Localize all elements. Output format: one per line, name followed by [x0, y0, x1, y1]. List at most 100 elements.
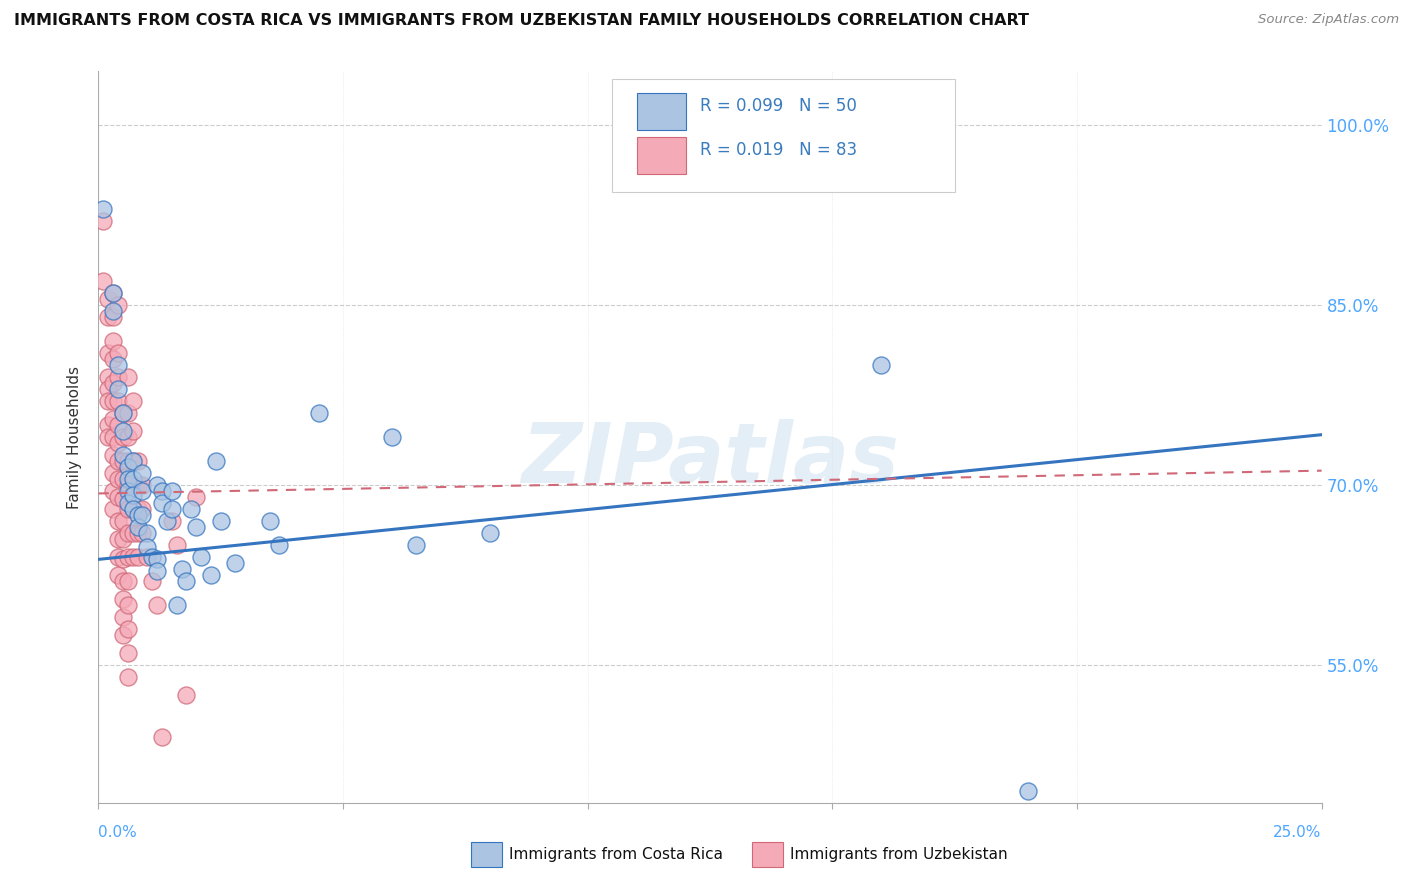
Point — [259, 514, 281, 528]
Point — [107, 514, 129, 528]
Point — [146, 552, 169, 566]
Point — [131, 502, 153, 516]
Point — [117, 472, 139, 486]
Point — [97, 346, 120, 360]
Point — [121, 454, 143, 468]
Point — [111, 591, 134, 606]
Text: R = 0.099   N = 50: R = 0.099 N = 50 — [700, 96, 858, 115]
Point — [117, 460, 139, 475]
Point — [131, 508, 153, 522]
Point — [101, 352, 124, 367]
Point — [870, 358, 893, 372]
Point — [121, 394, 143, 409]
Point — [101, 286, 124, 301]
Point — [111, 574, 134, 588]
Point — [107, 436, 129, 450]
Point — [107, 490, 129, 504]
Point — [180, 502, 202, 516]
Point — [131, 466, 153, 480]
Point — [186, 520, 208, 534]
Point — [107, 454, 129, 468]
Point — [136, 549, 159, 564]
Point — [121, 454, 143, 468]
Point — [127, 478, 149, 492]
Point — [127, 508, 149, 522]
Point — [91, 202, 114, 217]
Point — [121, 472, 143, 486]
Point — [101, 502, 124, 516]
Point — [170, 562, 193, 576]
Point — [97, 370, 120, 384]
Text: 0.0%: 0.0% — [98, 825, 138, 840]
Point — [101, 334, 124, 348]
Point — [117, 598, 139, 612]
Point — [131, 478, 153, 492]
Point — [101, 394, 124, 409]
Text: ZIPatlas: ZIPatlas — [522, 418, 898, 500]
Point — [141, 574, 163, 588]
Point — [121, 478, 143, 492]
Point — [111, 532, 134, 546]
Text: R = 0.019   N = 83: R = 0.019 N = 83 — [700, 141, 858, 159]
Text: 25.0%: 25.0% — [1274, 825, 1322, 840]
Point — [91, 274, 114, 288]
Point — [117, 646, 139, 660]
Point — [97, 382, 120, 396]
Point — [176, 688, 198, 702]
FancyBboxPatch shape — [637, 137, 686, 174]
FancyBboxPatch shape — [612, 78, 955, 192]
Point — [127, 454, 149, 468]
Point — [97, 418, 120, 433]
Point — [127, 520, 149, 534]
Point — [107, 358, 129, 372]
Point — [160, 483, 183, 498]
Point — [111, 448, 134, 462]
Point — [200, 568, 222, 582]
Point — [117, 526, 139, 541]
Point — [405, 538, 427, 552]
Point — [117, 549, 139, 564]
Point — [117, 483, 139, 498]
Point — [117, 574, 139, 588]
Point — [107, 370, 129, 384]
Point — [101, 376, 124, 391]
Point — [166, 598, 188, 612]
Point — [97, 430, 120, 444]
Point — [127, 549, 149, 564]
Point — [107, 382, 129, 396]
Point — [111, 424, 134, 438]
FancyBboxPatch shape — [637, 94, 686, 130]
Point — [107, 472, 129, 486]
Point — [186, 490, 208, 504]
Point — [111, 552, 134, 566]
Point — [107, 549, 129, 564]
Point — [111, 430, 134, 444]
Point — [141, 549, 163, 564]
Point — [190, 549, 212, 564]
Point — [111, 628, 134, 642]
Point — [121, 502, 143, 516]
Point — [101, 430, 124, 444]
Point — [107, 418, 129, 433]
Point — [117, 454, 139, 468]
Y-axis label: Family Households: Family Households — [67, 366, 83, 508]
Point — [127, 526, 149, 541]
Point — [146, 565, 169, 579]
Point — [107, 346, 129, 360]
Point — [101, 412, 124, 426]
Point — [150, 496, 173, 510]
Point — [121, 526, 143, 541]
Point — [308, 406, 330, 420]
Point — [146, 598, 169, 612]
Point — [117, 430, 139, 444]
Point — [209, 514, 232, 528]
Text: Source: ZipAtlas.com: Source: ZipAtlas.com — [1258, 13, 1399, 27]
Point — [97, 292, 120, 306]
Point — [107, 394, 129, 409]
Point — [131, 483, 153, 498]
Text: Immigrants from Costa Rica: Immigrants from Costa Rica — [509, 847, 723, 862]
Point — [146, 478, 169, 492]
Point — [101, 286, 124, 301]
Point — [91, 214, 114, 228]
Point — [111, 492, 134, 507]
